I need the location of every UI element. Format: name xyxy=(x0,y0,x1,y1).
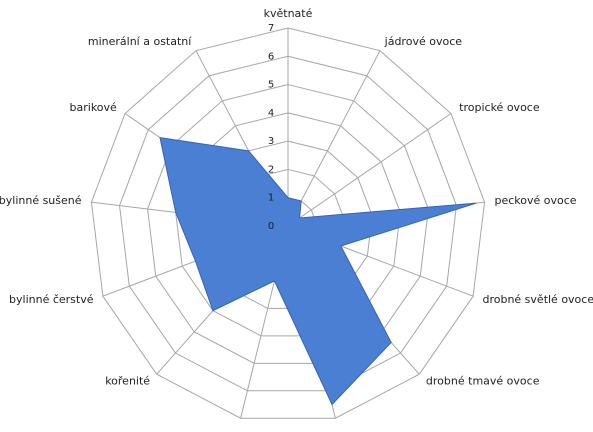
r-tick-label: 6 xyxy=(268,51,274,62)
grid-ring xyxy=(119,55,457,392)
r-tick-label: 7 xyxy=(268,23,274,34)
r-tick-label: 4 xyxy=(268,108,274,119)
category-label: květnaté xyxy=(264,7,313,20)
r-tick-label: 0 xyxy=(268,221,274,232)
category-label: drobné tmavé ovoce xyxy=(426,375,540,388)
category-label: bylinné čerstvé xyxy=(9,293,94,306)
category-label: bylinné sušené xyxy=(0,194,82,207)
category-label: minerální a ostatní xyxy=(88,35,192,48)
r-tick-label: 3 xyxy=(268,136,274,147)
data-area xyxy=(159,137,477,406)
category-label: barikové xyxy=(70,101,118,114)
category-label: peckové ovoce xyxy=(494,194,576,207)
category-label: drobné světlé ovoce xyxy=(482,293,593,306)
spoke xyxy=(287,50,381,227)
r-tick-label: 2 xyxy=(268,164,274,175)
category-label: jádrové ovoce xyxy=(384,35,463,48)
r-tick-label: 1 xyxy=(268,193,274,204)
r-tick-label: 5 xyxy=(268,80,274,91)
category-label: kořenité xyxy=(105,375,150,388)
category-label: tropické ovoce xyxy=(459,101,540,114)
grid-ring xyxy=(90,27,486,419)
spoke xyxy=(287,113,452,227)
